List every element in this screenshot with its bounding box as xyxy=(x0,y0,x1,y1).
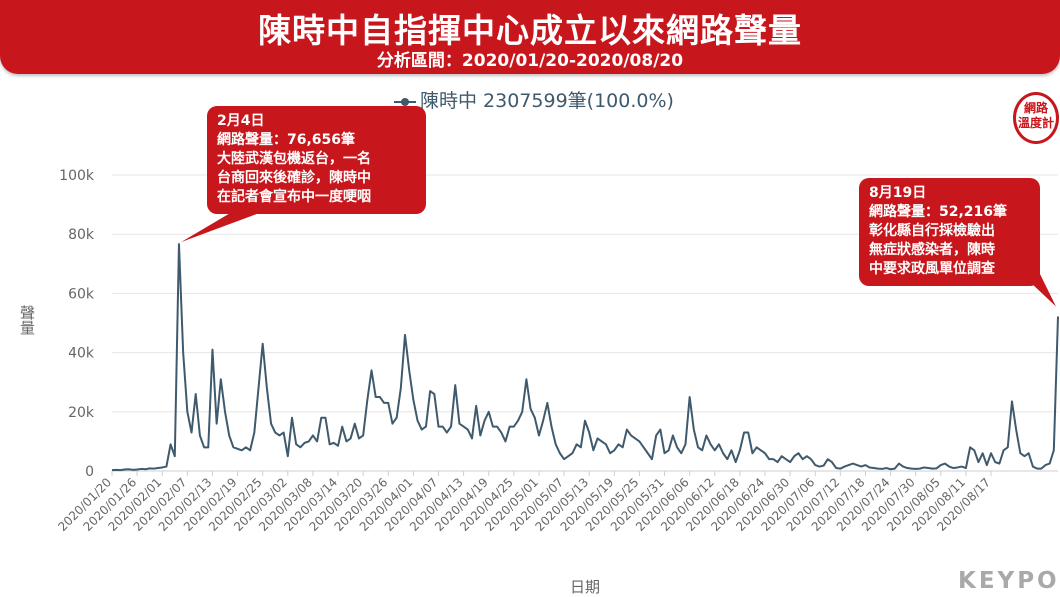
opview-logo: 網路 溫度計 xyxy=(1013,92,1059,144)
y-tick-label: 20k xyxy=(68,405,95,421)
annotation-aug-19[interactable]: 8月19日 網路聲量：52,216筆 彰化縣自行採檢驗出 無症狀感染者，陳時 中… xyxy=(859,178,1040,286)
callout-pointer-feb-4 xyxy=(180,212,262,243)
keypo-brand: KEYPO xyxy=(958,568,1060,594)
annotation-line: 彰化縣自行採檢驗出 xyxy=(869,223,995,239)
y-tick-label: 80k xyxy=(68,227,95,243)
legend-series-label: 陳時中 2307599筆(100.0%) xyxy=(420,90,674,112)
annotation-line: 大陸武漢包機返台，一名 xyxy=(217,151,371,167)
y-tick-label: 60k xyxy=(68,286,95,302)
y-tick-label: 0 xyxy=(85,464,94,480)
annotation-feb-4[interactable]: 2月4日 網路聲量：76,656筆 大陸武漢包機返台，一名 台商回來後確診，陳時… xyxy=(207,106,426,214)
annotation-volume: 網路聲量：76,656筆 xyxy=(217,132,356,148)
annotation-line: 在記者會宣布中一度哽咽 xyxy=(217,189,371,205)
y-axis-ticks: 0 20k 40k 60k 80k 100k xyxy=(59,168,95,480)
title-banner: 陳時中自指揮中心成立以來網路聲量 分析區間：2020/01/20-2020/08… xyxy=(0,0,1060,74)
y-tick-label: 40k xyxy=(68,346,95,362)
annotation-line: 台商回來後確診，陳時中 xyxy=(217,170,371,186)
logo-line-2: 溫度計 xyxy=(1017,116,1054,130)
chart-legend[interactable]: 陳時中 2307599筆(100.0%) xyxy=(394,86,674,113)
analysis-period: 分析區間：2020/01/20-2020/08/20 xyxy=(376,51,684,71)
annotation-date: 2月4日 xyxy=(217,113,265,129)
y-tick-label: 100k xyxy=(59,168,95,184)
legend-line-marker-icon xyxy=(394,97,416,107)
annotation-line: 無症狀感染者，陳時 xyxy=(869,242,995,258)
page-title: 陳時中自指揮中心成立以來網路聲量 xyxy=(258,11,802,50)
x-axis-ticks: 2020/01/202020/01/262020/02/012020/02/07… xyxy=(55,471,993,534)
y-axis-label: 聲量 xyxy=(18,305,36,335)
logo-line-1: 網路 xyxy=(1023,101,1048,115)
x-axis-label: 日期 xyxy=(570,578,601,596)
series-line-chen-shih-chung[interactable] xyxy=(111,243,1059,472)
annotation-date: 8月19日 xyxy=(869,185,927,201)
annotation-line: 中要求政風單位調查 xyxy=(869,261,995,277)
annotation-volume: 網路聲量：52,216筆 xyxy=(869,204,1008,220)
